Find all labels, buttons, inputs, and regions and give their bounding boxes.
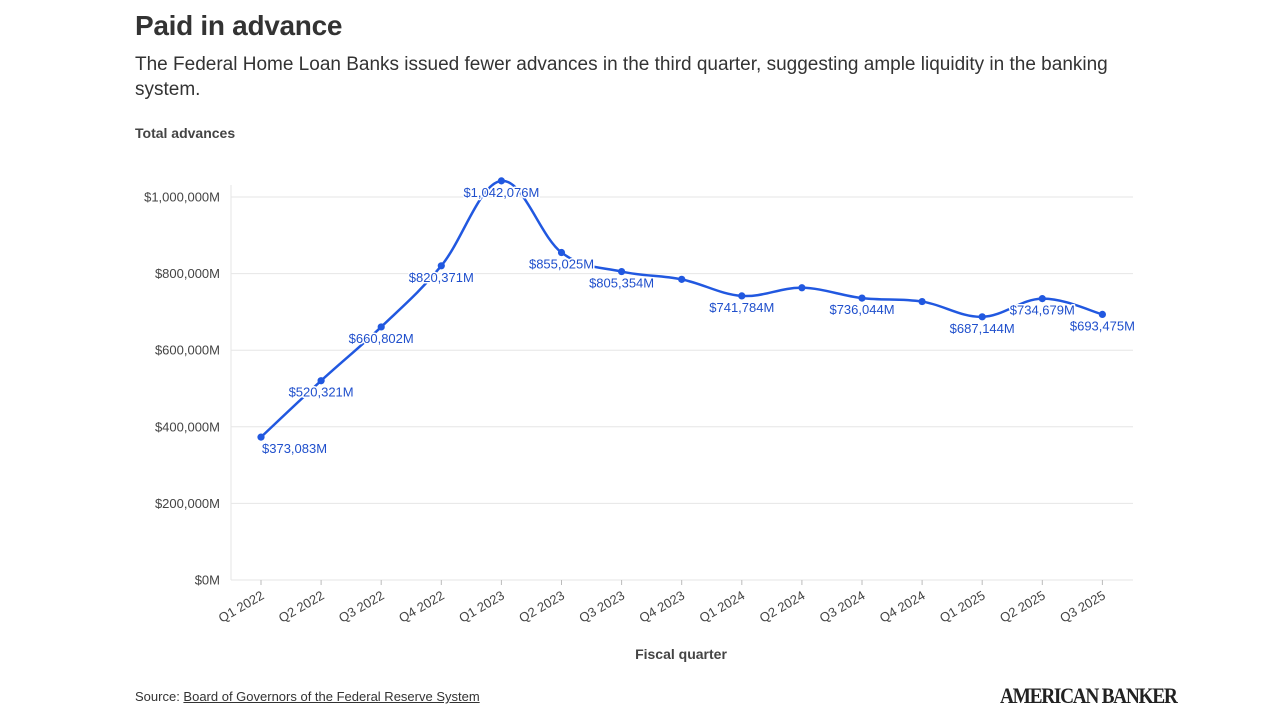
x-tick-label: Q2 2022 [276, 588, 327, 626]
gridlines [230, 185, 1133, 581]
x-tick-label: Q2 2024 [757, 588, 808, 626]
data-point[interactable] [738, 292, 746, 300]
data-label: $693,475M [1070, 318, 1135, 333]
x-tick-label: Q1 2022 [216, 588, 267, 626]
data-point[interactable] [257, 433, 265, 441]
y-tick-label: $1,000,000M [144, 190, 220, 205]
x-tick-label: Q3 2022 [336, 588, 387, 626]
brand-logo: AMERICAN BANKER [1000, 683, 1178, 708]
x-axis-ticks: Q1 2022 Q2 2022 Q3 2022 Q4 2022 Q1 2023 Q2 20… [216, 580, 1108, 626]
x-tick-label: Q3 2023 [576, 588, 627, 626]
data-point[interactable] [377, 323, 385, 331]
y-axis-title: Total advances [135, 125, 236, 141]
data-point[interactable] [437, 262, 445, 270]
y-tick-label: $400,000M [155, 419, 220, 434]
x-tick-label: Q2 2025 [997, 588, 1048, 626]
x-tick-label: Q2 2023 [516, 588, 567, 626]
data-label: $805,354M [589, 276, 654, 291]
x-tick-label: Q4 2022 [396, 588, 447, 626]
data-point[interactable] [798, 284, 806, 292]
data-labels: $373,083M $520,321M $660,802M $820,371M $1,0… [261, 183, 1137, 457]
data-label: $660,802M [349, 331, 414, 346]
data-point[interactable] [497, 177, 505, 185]
data-point[interactable] [618, 267, 626, 276]
data-label: $734,679M [1010, 303, 1075, 318]
y-tick-label: $0M [195, 573, 220, 588]
x-tick-label: Q1 2023 [456, 588, 507, 626]
data-point[interactable] [1098, 310, 1106, 318]
data-point[interactable] [678, 275, 686, 283]
data-point[interactable] [858, 294, 866, 302]
y-tick-label: $600,000M [155, 343, 220, 358]
x-tick-label: Q3 2024 [817, 588, 868, 626]
data-point[interactable] [918, 297, 926, 306]
data-label: $855,025M [529, 257, 594, 272]
x-tick-label: Q4 2023 [637, 588, 688, 626]
x-tick-label: Q1 2025 [937, 588, 988, 626]
x-tick-label: Q4 2024 [877, 588, 928, 626]
data-label: $741,784M [709, 300, 774, 315]
x-tick-label: Q3 2025 [1057, 588, 1108, 626]
data-point[interactable] [1038, 295, 1046, 303]
data-point[interactable] [557, 248, 566, 257]
data-label: $687,144M [950, 321, 1015, 336]
x-tick-label: Q1 2024 [697, 588, 748, 626]
chart-subtitle: The Federal Home Loan Banks issued fewer… [135, 54, 1108, 100]
data-label: $736,044M [829, 302, 894, 317]
data-label: $820,371M [409, 270, 474, 285]
data-label: $1,042,076M [463, 185, 539, 200]
y-tick-label: $800,000M [155, 266, 220, 281]
source-note: Source: Board of Governors of the Federa… [135, 689, 480, 704]
data-point[interactable] [317, 377, 325, 385]
data-points [257, 177, 1106, 441]
data-point[interactable] [978, 313, 986, 321]
y-tick-label: $200,000M [155, 496, 220, 511]
data-label: $373,083M [262, 441, 327, 456]
x-axis-title: Fiscal quarter [635, 646, 727, 662]
source-prefix: Source: [135, 689, 184, 704]
data-label: $520,321M [289, 385, 354, 400]
line-chart: $0M $200,000M $400,000M $600,000M $800,000M $… [144, 177, 1137, 662]
y-axis-ticks: $0M $200,000M $400,000M $600,000M $800,000M $… [144, 190, 220, 588]
series-line [260, 179, 1103, 439]
source-link[interactable]: Board of Governors of the Federal Reserv… [183, 689, 480, 704]
chart-title: Paid in advance [135, 10, 343, 41]
